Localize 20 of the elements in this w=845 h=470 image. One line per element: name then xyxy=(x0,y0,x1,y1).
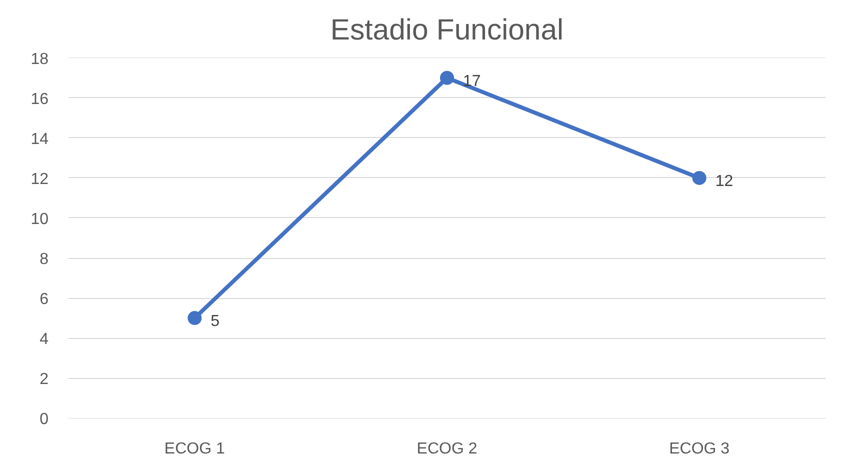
x-tick-label: ECOG 2 xyxy=(416,440,478,458)
data-label: 12 xyxy=(715,172,734,190)
data-label: 5 xyxy=(210,313,220,330)
point xyxy=(440,70,454,85)
x-tick-label: ECOG 3 xyxy=(669,440,730,458)
y-tick-label: 4 xyxy=(40,331,49,348)
data-label: 17 xyxy=(463,72,481,90)
y-tick-label: 16 xyxy=(30,90,49,108)
y-tick-label: 10 xyxy=(30,210,49,228)
point xyxy=(188,311,202,326)
y-tick-label: 2 xyxy=(40,371,49,388)
y-tick-label: 0 xyxy=(40,411,49,428)
point xyxy=(692,170,706,185)
y-tick-label: 18 xyxy=(30,50,49,68)
y-tick-label: 12 xyxy=(30,170,49,188)
y-tick-label: 14 xyxy=(30,130,49,148)
x-tick-label: ECOG 1 xyxy=(164,440,225,458)
y-tick-label: 6 xyxy=(40,291,49,308)
y-tick-label: 8 xyxy=(40,251,49,268)
chart-title: Estadio Funcional xyxy=(330,14,564,46)
